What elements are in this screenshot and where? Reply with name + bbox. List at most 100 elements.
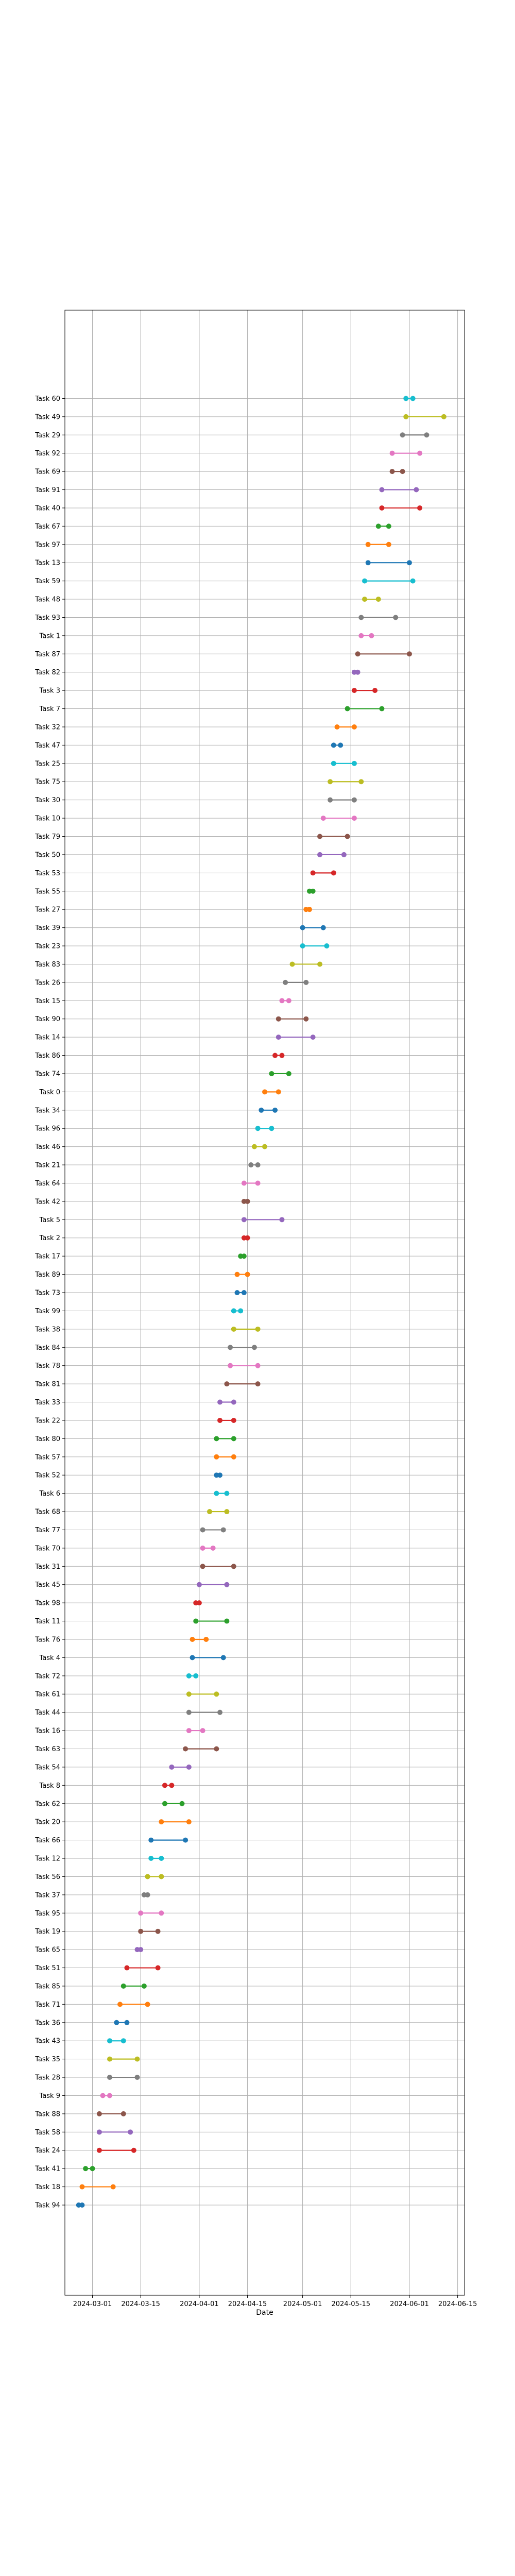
- y-tick-label: Task 25: [35, 760, 60, 768]
- task-dumbbell: [262, 1089, 281, 1095]
- task-start-point: [403, 396, 409, 401]
- task-dumbbell: [148, 1856, 164, 1861]
- task-start-point: [162, 1783, 167, 1788]
- task-start-point: [241, 1180, 247, 1186]
- task-dumbbell: [169, 1764, 192, 1770]
- task-dumbbell: [162, 1801, 185, 1806]
- task-end-point: [128, 2129, 133, 2135]
- y-tick-label: Task 98: [35, 1600, 60, 1607]
- y-tick-label: Task 46: [35, 1143, 60, 1151]
- task-end-point: [241, 1253, 247, 1259]
- y-tick-label: Task 65: [35, 1946, 60, 1954]
- task-dumbbell: [159, 1819, 192, 1825]
- task-end-point: [410, 396, 416, 401]
- task-end-point: [224, 1582, 230, 1587]
- task-end-point: [417, 505, 423, 511]
- y-tick-label: Task 6: [39, 1490, 60, 1498]
- task-dumbbell: [145, 1874, 164, 1879]
- task-dumbbell: [231, 1308, 244, 1314]
- task-dumbbell: [389, 469, 405, 474]
- task-start-point: [138, 1928, 144, 1934]
- task-end-point: [145, 2002, 150, 2007]
- task-dumbbell: [365, 560, 412, 566]
- y-tick-label: Task 8: [39, 1782, 60, 1790]
- task-dumbbell: [193, 1618, 230, 1624]
- task-end-point: [286, 1071, 291, 1076]
- task-end-point: [138, 1947, 144, 1953]
- y-tick-label: Task 58: [35, 2129, 60, 2137]
- task-start-point: [317, 834, 323, 839]
- task-start-point: [186, 1673, 192, 1679]
- y-tick-label: Task 95: [35, 1910, 60, 1918]
- task-end-point: [210, 1545, 216, 1551]
- task-dumbbell: [283, 979, 309, 985]
- task-dumbbell: [121, 1983, 147, 1989]
- task-dumbbell: [234, 1290, 247, 1295]
- task-end-point: [286, 998, 291, 1004]
- task-end-point: [324, 943, 330, 949]
- y-tick-label: Task 93: [35, 614, 60, 622]
- task-dumbbell: [138, 1910, 164, 1916]
- task-dumbbell: [107, 2056, 140, 2062]
- y-tick-label: Task 80: [35, 1435, 60, 1443]
- task-end-point: [414, 487, 419, 493]
- task-dumbbell: [114, 2020, 130, 2025]
- task-end-point: [406, 560, 412, 566]
- task-end-point: [279, 1217, 285, 1223]
- task-start-point: [272, 1053, 278, 1058]
- y-tick-label: Task 76: [35, 1636, 60, 1643]
- task-start-point: [107, 2038, 112, 2044]
- task-start-point: [214, 1490, 219, 1496]
- task-end-point: [110, 2184, 116, 2190]
- task-dumbbell: [334, 724, 357, 730]
- task-dumbbell: [362, 578, 416, 584]
- task-end-point: [341, 852, 347, 857]
- task-end-point: [179, 1801, 185, 1806]
- y-tick-label: Task 33: [35, 1399, 60, 1406]
- task-dumbbell: [117, 2002, 150, 2007]
- task-start-point: [358, 615, 364, 620]
- task-dumbbell: [224, 1381, 261, 1387]
- task-dumbbell: [279, 998, 291, 1004]
- task-start-point: [389, 469, 395, 474]
- y-tick-label: Task 34: [35, 1107, 60, 1114]
- y-tick-label: Task 18: [35, 2183, 60, 2191]
- task-start-point: [186, 1691, 192, 1697]
- y-tick-label: Task 44: [35, 1709, 60, 1717]
- task-dumbbell: [162, 1783, 175, 1788]
- y-tick-label: Task 97: [35, 541, 60, 549]
- task-dumbbell: [289, 961, 323, 967]
- y-tick-label: Task 16: [35, 1727, 60, 1735]
- y-tick-label: Task 20: [35, 1819, 60, 1826]
- task-dumbbell: [190, 1636, 209, 1642]
- y-tick-label: Task 35: [35, 2056, 60, 2063]
- task-start-point: [276, 1016, 281, 1022]
- task-dumbbell: [193, 1600, 202, 1606]
- task-start-point: [259, 1107, 264, 1113]
- task-end-point: [255, 1326, 261, 1332]
- x-axis-title: Date: [256, 2309, 273, 2317]
- task-end-point: [351, 816, 357, 821]
- y-tick-label: Task 91: [35, 486, 60, 494]
- y-tick-label: Task 31: [35, 1563, 60, 1571]
- task-start-point: [200, 1545, 205, 1551]
- task-start-point: [403, 414, 409, 419]
- task-start-point: [190, 1655, 195, 1660]
- task-end-point: [193, 1673, 199, 1679]
- y-tick-label: Task 39: [35, 924, 60, 932]
- task-start-point: [83, 2166, 89, 2172]
- y-tick-label: Task 63: [35, 1745, 60, 1753]
- task-dumbbell: [331, 760, 357, 766]
- y-tick-label: Task 86: [35, 1052, 60, 1060]
- task-dumbbell: [186, 1728, 205, 1734]
- task-start-point: [289, 961, 295, 967]
- task-start-point: [107, 2056, 112, 2062]
- task-end-point: [269, 1126, 274, 1131]
- task-end-point: [231, 1564, 236, 1569]
- task-end-point: [217, 1709, 223, 1715]
- y-tick-label: Task 72: [35, 1672, 60, 1680]
- task-dumbbell: [141, 1892, 150, 1897]
- task-start-point: [331, 760, 336, 766]
- task-dumbbell: [365, 541, 391, 547]
- task-end-point: [169, 1783, 175, 1788]
